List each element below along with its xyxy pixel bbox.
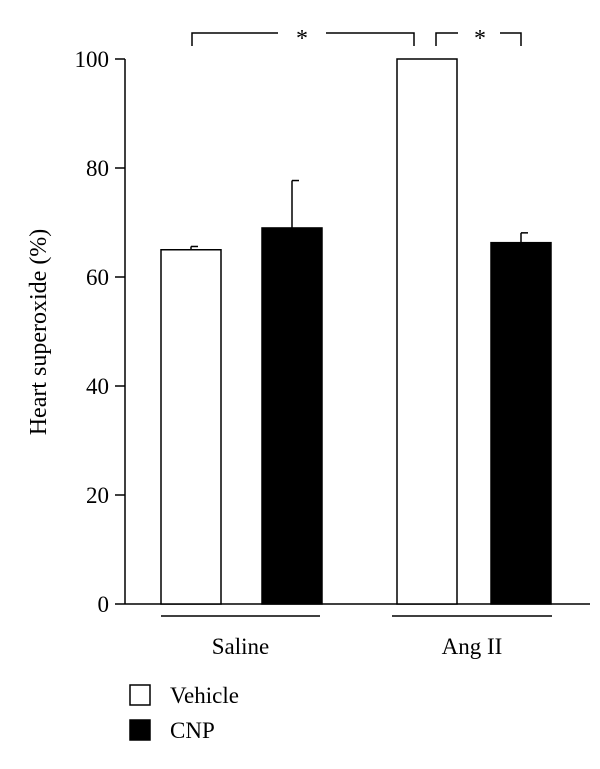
y-tick-label: 40 <box>86 374 109 399</box>
bars <box>160 58 552 605</box>
y-tick-label: 100 <box>75 47 110 72</box>
significance-label: * <box>296 26 308 52</box>
bar-vehicle-saline <box>160 249 222 605</box>
bar-vehicle-ang-ii <box>396 58 458 605</box>
significance-label: * <box>474 26 486 52</box>
legend-swatch <box>129 684 151 706</box>
axes: 0 20 40 60 80 100 <box>75 47 590 617</box>
y-tick-label: 60 <box>86 265 109 290</box>
bar-cnp-ang-ii <box>490 241 552 605</box>
y-tick-label: 20 <box>86 483 109 508</box>
x-tick-label: Saline <box>212 634 270 659</box>
legend-swatch <box>129 719 151 741</box>
y-tick-label: 80 <box>86 156 109 181</box>
y-tick-label: 0 <box>98 592 110 617</box>
legend-label: Vehicle <box>170 683 239 708</box>
significance-bracket <box>435 32 522 46</box>
legend-label: CNP <box>170 718 215 743</box>
group-labels: Saline Ang II <box>161 615 552 659</box>
significance-brackets: * * <box>191 26 522 52</box>
significance-bracket <box>191 32 415 46</box>
bar-cnp-saline <box>261 227 323 605</box>
x-tick-label: Ang II <box>442 634 503 659</box>
y-axis-title: Heart superoxide (%) <box>26 229 52 436</box>
legend: Vehicle CNP <box>129 683 239 743</box>
